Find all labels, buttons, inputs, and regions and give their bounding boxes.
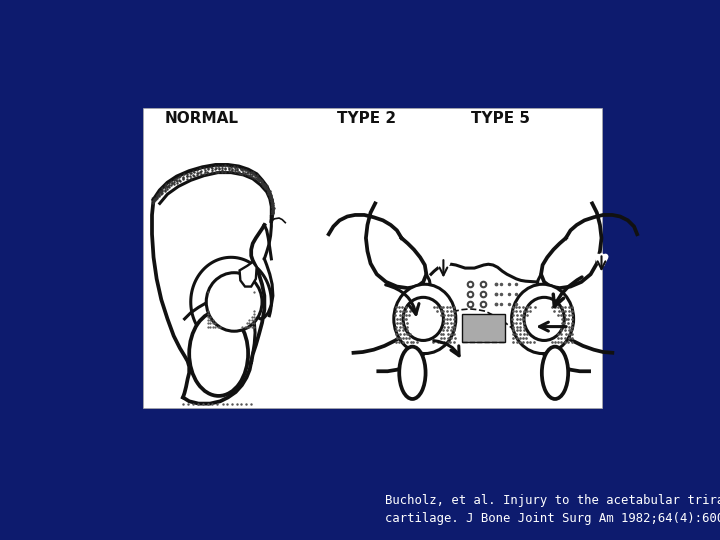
Ellipse shape xyxy=(512,284,574,354)
Ellipse shape xyxy=(394,284,456,354)
Text: NORMAL: NORMAL xyxy=(165,111,238,126)
Bar xyxy=(143,109,602,408)
Bar xyxy=(462,314,505,342)
Ellipse shape xyxy=(399,347,426,399)
Ellipse shape xyxy=(189,311,248,396)
Ellipse shape xyxy=(542,347,568,399)
Polygon shape xyxy=(240,262,256,287)
Text: TYPE 5: TYPE 5 xyxy=(471,111,530,126)
Text: Bucholz, et al. Injury to the acetabular triradiate physeal: Bucholz, et al. Injury to the acetabular… xyxy=(385,494,720,507)
Ellipse shape xyxy=(403,298,444,340)
Text: cartilage. J Bone Joint Surg Am 1982;64(4):600-9.: cartilage. J Bone Joint Surg Am 1982;64(… xyxy=(385,512,720,525)
Ellipse shape xyxy=(206,273,262,331)
Text: TYPE 2: TYPE 2 xyxy=(337,111,396,126)
Ellipse shape xyxy=(524,298,564,340)
